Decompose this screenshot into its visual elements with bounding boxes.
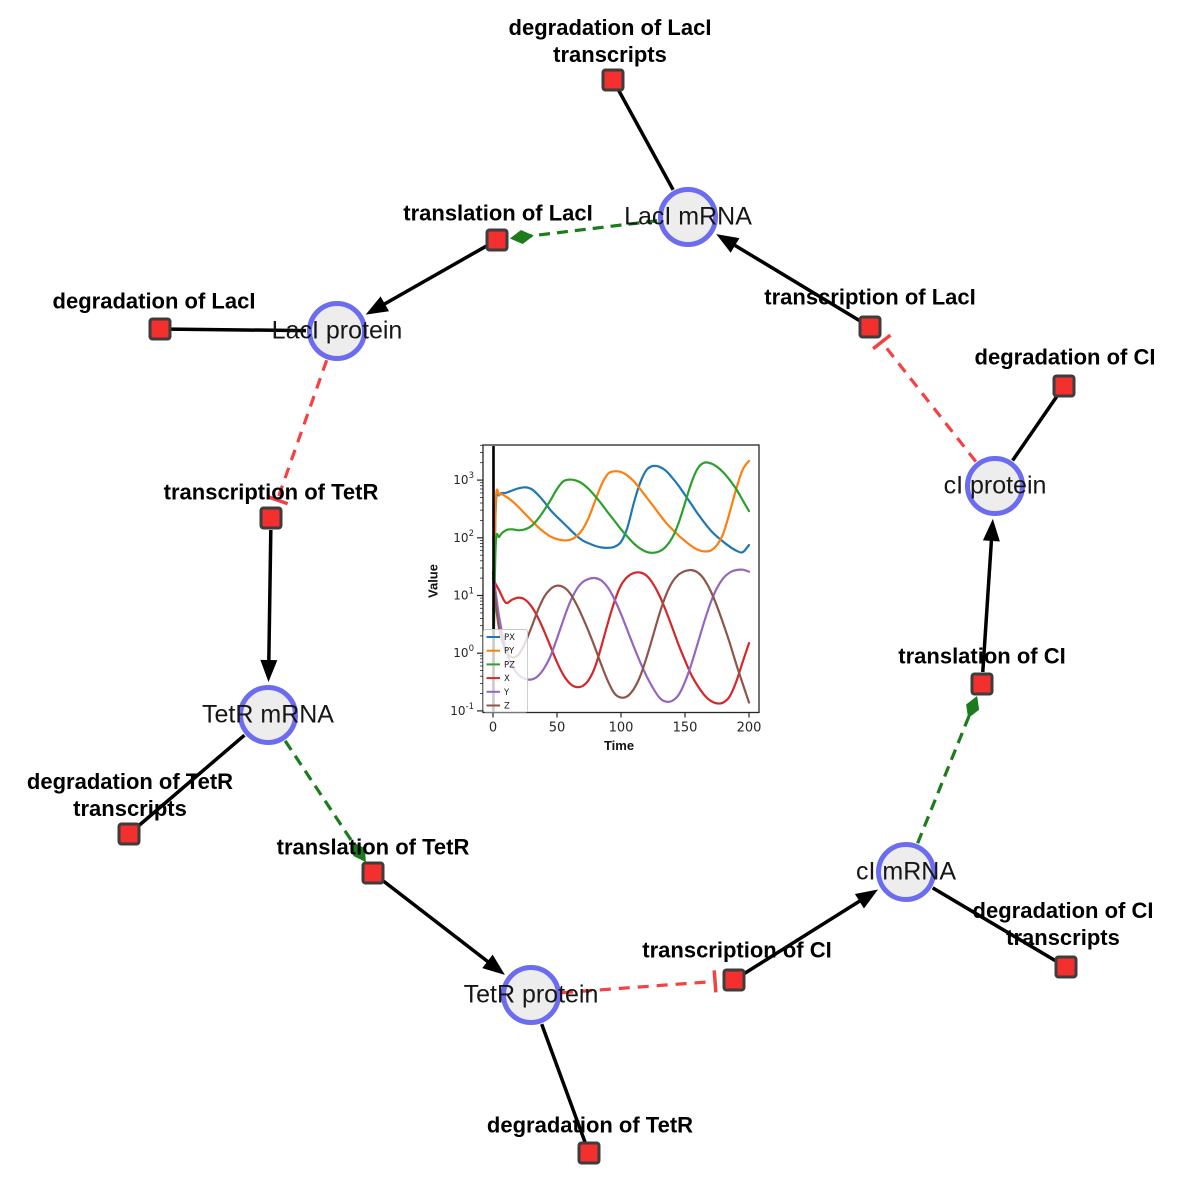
modifier-diamond-icon xyxy=(509,230,534,244)
x-tick-label: 150 xyxy=(673,721,698,736)
inhibitor-bar-icon xyxy=(712,970,718,993)
arrowhead-icon xyxy=(260,659,278,683)
inhibitor-bar-icon xyxy=(266,494,289,506)
reaction-node-deg_tetR[interactable] xyxy=(577,1141,601,1165)
edge-translation_cI-cI_protein xyxy=(981,533,994,673)
species-label-cI_mRNA: cI mRNA xyxy=(856,857,956,886)
edge-translation_tetR-tetR_protein xyxy=(381,878,495,968)
legend-label-PZ: PZ xyxy=(504,660,515,670)
reaction-label-deg_cI_transcripts: degradation of CI transcripts xyxy=(972,898,1154,950)
series-line-PZ xyxy=(491,461,751,712)
edge-transcription_cI-cI_mRNA xyxy=(743,896,867,976)
reaction-label-deg_lacI: degradation of LacI xyxy=(52,288,256,314)
edge-lacI_protein-transcription_tetR xyxy=(275,359,329,501)
species-label-tetR_mRNA: TetR mRNA xyxy=(202,700,334,729)
arrowhead-icon xyxy=(482,954,505,975)
y-tick-label: 102 xyxy=(453,529,474,545)
species-label-cI_protein: cI protein xyxy=(943,471,1047,500)
arrowhead-icon xyxy=(982,518,1000,542)
reaction-label-deg_tetR: degradation of TetR xyxy=(486,1112,694,1138)
reaction-node-deg_cI[interactable] xyxy=(1052,374,1076,398)
arrowhead-icon xyxy=(365,296,390,315)
species-node-cI_mRNA[interactable] xyxy=(876,842,936,902)
reaction-label-translation_cI: translation of CI xyxy=(898,643,1066,669)
reaction-label-transcription_cI: transcription of CI xyxy=(642,937,832,963)
reaction-node-translation_cI[interactable] xyxy=(970,672,994,696)
reaction-node-deg_lacI_transcripts[interactable] xyxy=(601,68,625,92)
reaction-node-transcription_lacI[interactable] xyxy=(858,315,882,339)
edge-cI_mRNA-translation_cI xyxy=(916,714,971,844)
inhibitor-bar-icon xyxy=(872,333,892,351)
reaction-node-deg_lacI[interactable] xyxy=(148,317,172,341)
x-tick-label: 0 xyxy=(489,721,497,736)
edge-tetR_protein-transcription_cI xyxy=(561,979,716,995)
x-tick-label: 200 xyxy=(737,721,762,736)
reaction-label-transcription_lacI: transcription of LacI xyxy=(764,284,976,310)
reaction-node-deg_cI_transcripts[interactable] xyxy=(1054,955,1078,979)
species-label-lacI_protein: LacI protein xyxy=(271,316,403,345)
y-tick-label: 10-1 xyxy=(450,702,474,718)
series-line-Y xyxy=(491,568,751,703)
modifier-diamond-icon xyxy=(966,696,980,719)
species-label-lacI_mRNA: LacI mRNA xyxy=(624,202,752,231)
legend-label-PX: PX xyxy=(504,633,515,643)
reaction-node-translation_tetR[interactable] xyxy=(361,861,385,885)
edge-tetR_protein-deg_tetR xyxy=(540,1023,591,1154)
legend-label-X: X xyxy=(504,674,510,684)
reaction-label-transcription_tetR: transcription of TetR xyxy=(163,479,379,505)
edge-lacI_mRNA-deg_lacI_transcripts xyxy=(611,79,675,191)
species-node-tetR_protein[interactable] xyxy=(501,965,561,1025)
species-node-lacI_protein[interactable] xyxy=(307,301,367,361)
reaction-label-deg_tetR_transcripts: degradation of TetR transcripts xyxy=(26,769,234,821)
x-tick-label: 50 xyxy=(549,721,566,736)
edge-cI_protein-transcription_lacI xyxy=(880,340,978,463)
arrowhead-icon xyxy=(716,234,740,253)
reaction-node-deg_tetR_transcripts[interactable] xyxy=(117,822,141,846)
series-line-Z xyxy=(491,568,751,704)
edge-lacI_protein-deg_lacI xyxy=(159,327,307,333)
plot-yaxis-label: Value xyxy=(425,564,441,598)
modifier-diamond-icon xyxy=(352,842,366,863)
species-node-tetR_mRNA[interactable] xyxy=(238,685,298,745)
species-node-cI_protein[interactable] xyxy=(965,456,1025,516)
edge-cI_mRNA-deg_cI_transcripts xyxy=(931,886,1067,969)
edge-transcription_lacI-lacI_mRNA xyxy=(728,240,861,323)
edge-cI_protein-deg_cI xyxy=(1011,385,1066,462)
y-tick-label: 103 xyxy=(453,471,474,487)
reaction-node-translation_lacI[interactable] xyxy=(485,228,509,252)
plot-svg: 10-1 100 101 102 103 0 50 100 150 200 PX PY PZ XYZ xyxy=(450,444,762,736)
edge-tetR_mRNA-deg_tetR_transcripts xyxy=(127,733,246,836)
legend-label-Y: Y xyxy=(503,688,510,698)
series-line-X xyxy=(491,571,751,705)
species-label-tetR_protein: TetR protein xyxy=(463,980,599,1009)
reaction-node-transcription_tetR[interactable] xyxy=(259,506,283,530)
simulation-plot: 10-1 100 101 102 103 0 50 100 150 200 PX PY PZ X Y Z Ti… xyxy=(420,428,772,768)
y-tick-label: 100 xyxy=(453,644,474,660)
legend-label-Z: Z xyxy=(504,702,510,712)
reaction-label-deg_cI: degradation of CI xyxy=(974,344,1156,370)
series-line-PY xyxy=(491,459,751,712)
series-line-PX xyxy=(491,464,751,712)
species-node-lacI_mRNA[interactable] xyxy=(658,187,718,247)
reaction-label-translation_lacI: translation of LacI xyxy=(403,200,593,226)
edge-transcription_tetR-tetR_mRNA xyxy=(266,529,273,668)
x-tick-label: 100 xyxy=(609,721,634,736)
reaction-label-deg_lacI_transcripts: degradation of LacI transcripts xyxy=(508,15,712,67)
plot-xaxis-label: Time xyxy=(603,738,635,753)
legend-label-PY: PY xyxy=(504,647,515,657)
arrowhead-icon xyxy=(854,889,879,909)
reaction-node-transcription_cI[interactable] xyxy=(722,968,746,992)
y-tick-label: 101 xyxy=(453,587,474,603)
edge-tetR_mRNA-translation_tetR xyxy=(283,739,356,846)
reaction-label-translation_tetR: translation of TetR xyxy=(276,834,470,860)
edge-lacI_mRNA-translation_lacI xyxy=(530,219,658,238)
edge-translation_lacI-lacI_protein xyxy=(377,244,488,309)
